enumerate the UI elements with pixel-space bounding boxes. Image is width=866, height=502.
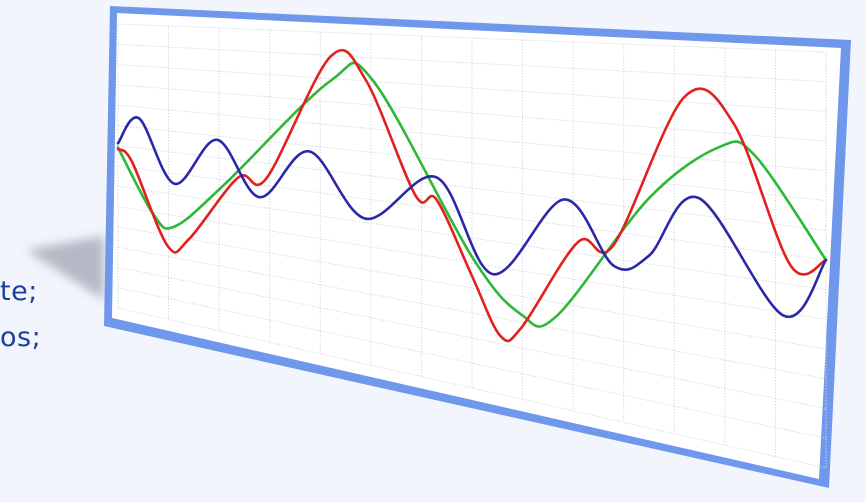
- board-surface: [112, 13, 841, 479]
- grid-line-horizontal: [117, 266, 827, 410]
- chart-grid: [117, 23, 827, 469]
- side-text-line-1: te;: [0, 276, 38, 307]
- grid-line-horizontal: [117, 43, 827, 83]
- grid-line-horizontal: [117, 287, 827, 439]
- series-line-red: [116, 49, 828, 343]
- grid-line-horizontal: [117, 307, 827, 469]
- grid-line-horizontal: [117, 246, 827, 380]
- series-line-blue: [116, 116, 828, 319]
- chart-series: [116, 49, 828, 343]
- series-line-green: [116, 61, 828, 328]
- grid-line-horizontal: [117, 84, 827, 142]
- grid-line-horizontal: [117, 23, 827, 53]
- grid-line-horizontal: [117, 206, 827, 320]
- grid-line-horizontal: [117, 165, 827, 261]
- grid-line-horizontal: [117, 64, 827, 112]
- grid-line-horizontal: [117, 145, 827, 231]
- grid-line-horizontal: [117, 185, 827, 291]
- side-text-line-2: os;: [0, 322, 42, 353]
